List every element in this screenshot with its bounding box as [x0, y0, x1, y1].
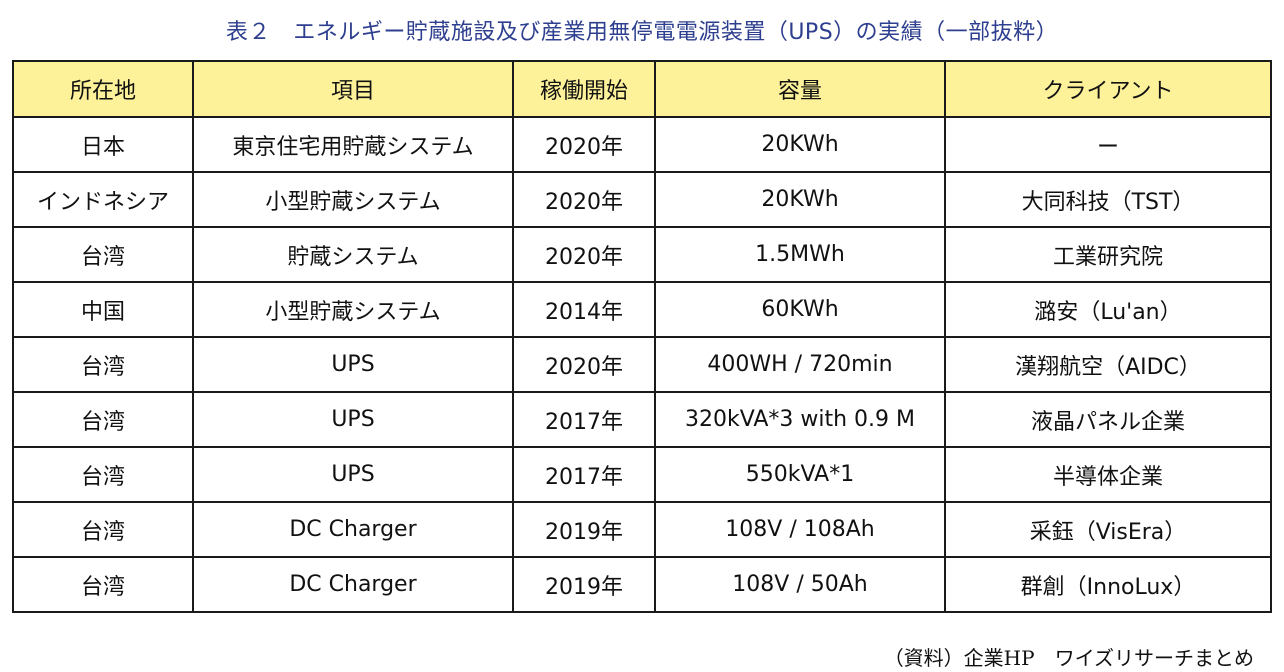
cell-client: 大同科技（TST） — [944, 171, 1272, 228]
cell-capacity: 108V / 108Ah — [654, 501, 946, 558]
table-row: 台湾 貯蔵システム 2020年 1.5MWh 工業研究院 — [12, 226, 1272, 283]
cell-start: 2017年 — [512, 446, 656, 503]
cell-location: 台湾 — [12, 446, 194, 503]
cell-client: ー — [944, 116, 1272, 173]
table-row: 台湾 UPS 2020年 400WH / 720min 漢翔航空（AIDC） — [12, 336, 1272, 393]
header-location: 所在地 — [12, 60, 194, 118]
cell-capacity: 400WH / 720min — [654, 336, 946, 393]
cell-start: 2019年 — [512, 556, 656, 613]
cell-location: 中国 — [12, 281, 194, 338]
cell-location: 台湾 — [12, 226, 194, 283]
header-start: 稼働開始 — [512, 60, 656, 118]
cell-location: 台湾 — [12, 336, 194, 393]
cell-item: UPS — [192, 391, 514, 448]
header-row: 所在地 項目 稼働開始 容量 クライアント — [12, 60, 1272, 118]
cell-capacity: 20KWh — [654, 116, 946, 173]
cell-capacity: 1.5MWh — [654, 226, 946, 283]
table-row: 中国 小型貯蔵システム 2014年 60KWh 潞安（Lu'an） — [12, 281, 1272, 338]
cell-start: 2020年 — [512, 171, 656, 228]
cell-item: UPS — [192, 446, 514, 503]
cell-start: 2017年 — [512, 391, 656, 448]
cell-client: 工業研究院 — [944, 226, 1272, 283]
table-row: インドネシア 小型貯蔵システム 2020年 20KWh 大同科技（TST） — [12, 171, 1272, 228]
cell-location: 台湾 — [12, 556, 194, 613]
cell-item: DC Charger — [192, 501, 514, 558]
cell-start: 2020年 — [512, 226, 656, 283]
cell-client: 漢翔航空（AIDC） — [944, 336, 1272, 393]
cell-client: 潞安（Lu'an） — [944, 281, 1272, 338]
cell-capacity: 20KWh — [654, 171, 946, 228]
cell-start: 2014年 — [512, 281, 656, 338]
cell-client: 半導体企業 — [944, 446, 1272, 503]
cell-client: 液晶パネル企業 — [944, 391, 1272, 448]
header-client: クライアント — [944, 60, 1272, 118]
cell-item: 東京住宅用貯蔵システム — [192, 116, 514, 173]
header-item: 項目 — [192, 60, 514, 118]
cell-capacity: 550kVA*1 — [654, 446, 946, 503]
cell-start: 2019年 — [512, 501, 656, 558]
table-row: 台湾 DC Charger 2019年 108V / 50Ah 群創（InnoL… — [12, 556, 1272, 613]
table-row: 日本 東京住宅用貯蔵システム 2020年 20KWh ー — [12, 116, 1272, 173]
cell-client: 采鈺（VisEra） — [944, 501, 1272, 558]
table-row: 台湾 UPS 2017年 550kVA*1 半導体企業 — [12, 446, 1272, 503]
table-title: 表２ エネルギー貯蔵施設及び産業用無停電電源装置（UPS）の実績（一部抜粋） — [225, 20, 1059, 45]
cell-item: 小型貯蔵システム — [192, 281, 514, 338]
cell-item: 小型貯蔵システム — [192, 171, 514, 228]
cell-location: 日本 — [12, 116, 194, 173]
performance-table: 所在地 項目 稼働開始 容量 クライアント 日本 東京住宅用貯蔵システム 202… — [12, 60, 1272, 613]
cell-item: DC Charger — [192, 556, 514, 613]
cell-capacity: 60KWh — [654, 281, 946, 338]
cell-location: 台湾 — [12, 391, 194, 448]
cell-capacity: 320kVA*3 with 0.9 M — [654, 391, 946, 448]
cell-location: 台湾 — [12, 501, 194, 558]
source-note: （資料）企業HP ワイズリサーチまとめ — [883, 646, 1254, 670]
cell-item: 貯蔵システム — [192, 226, 514, 283]
cell-start: 2020年 — [512, 336, 656, 393]
cell-item: UPS — [192, 336, 514, 393]
cell-client: 群創（InnoLux） — [944, 556, 1272, 613]
cell-capacity: 108V / 50Ah — [654, 556, 946, 613]
cell-location: インドネシア — [12, 171, 194, 228]
header-capacity: 容量 — [654, 60, 946, 118]
cell-start: 2020年 — [512, 116, 656, 173]
table-row: 台湾 DC Charger 2019年 108V / 108Ah 采鈺（VisE… — [12, 501, 1272, 558]
table-row: 台湾 UPS 2017年 320kVA*3 with 0.9 M 液晶パネル企業 — [12, 391, 1272, 448]
